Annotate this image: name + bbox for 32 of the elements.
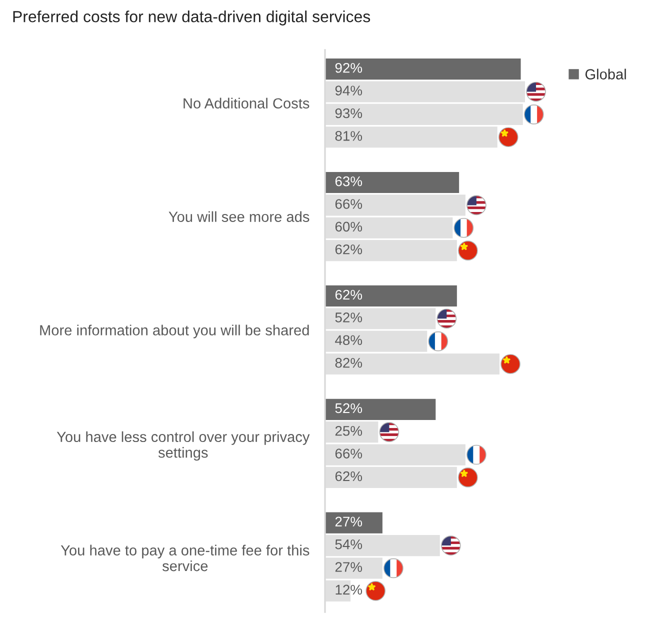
bar [325, 172, 460, 194]
data-label: 25% [335, 426, 362, 436]
bar [325, 58, 521, 80]
y-tick-label: You have less control over your privacy settings [56, 431, 310, 461]
data-label: 27% [335, 516, 362, 527]
data-label: 27% [335, 562, 362, 572]
data-label: 54% [335, 539, 362, 550]
data-label: 82% [335, 358, 362, 368]
data-label: 60% [335, 222, 362, 232]
data-label: 62% [335, 471, 362, 482]
y-tick-label: You have to pay a one-time fee for this service [60, 544, 310, 572]
text: Preferred costs for new data-driven digital services [13, 10, 370, 26]
data-label: 66% [335, 199, 362, 209]
data-label: 52% [335, 312, 362, 322]
bar [325, 398, 436, 420]
bar [325, 285, 457, 306]
data-label: 48% [335, 335, 362, 346]
data-label: 52% [335, 403, 362, 414]
data-label: 62% [335, 290, 362, 300]
data-label: 63% [335, 176, 362, 186]
y-tick-label: No Additional Costs [184, 98, 310, 109]
data-label: 12% [336, 584, 362, 595]
y-tick-label: You will see more ads [168, 211, 310, 222]
data-label: 93% [335, 108, 362, 118]
data-label: 94% [335, 86, 362, 96]
y-tick-label: More information about you will be shared [40, 324, 309, 338]
bar [325, 512, 382, 534]
data-label: 62% [335, 244, 362, 254]
data-label: 66% [335, 448, 362, 458]
legend-label: Global [585, 68, 626, 80]
data-label: 92% [335, 62, 362, 73]
data-label: 81% [335, 131, 362, 141]
